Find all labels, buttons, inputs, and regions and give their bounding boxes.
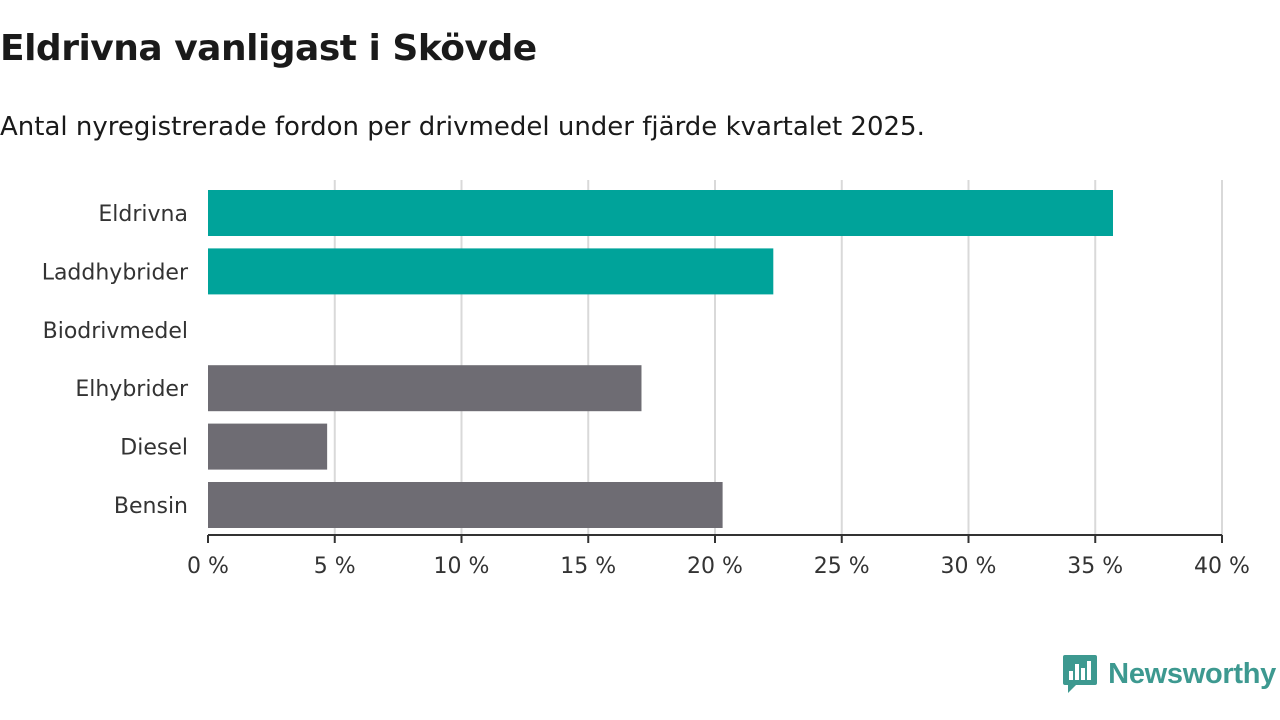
grid-lines <box>333 180 1223 535</box>
logo-text: Newsworthy <box>1108 657 1276 690</box>
category-label-biodrivmedel: Biodrivmedel <box>43 319 188 344</box>
x-axis: 0 % 5 % 10 % 15 % 20 % 25 % 30 % 35 % 40 % <box>187 534 1250 579</box>
newsworthy-logo: Newsworthy <box>1062 652 1276 696</box>
bars-group <box>208 190 1113 528</box>
bar-laddhybrider <box>208 248 774 295</box>
bar-eldrivna <box>208 190 1113 236</box>
x-tick-label: 30 % <box>941 554 997 579</box>
category-label-eldrivna: Eldrivna <box>98 202 188 227</box>
category-label-diesel: Diesel <box>120 436 188 461</box>
x-tick-label: 15 % <box>560 554 616 579</box>
category-label-bensin: Bensin <box>114 494 188 519</box>
x-tick-label: 5 % <box>314 554 356 579</box>
x-tick-label: 35 % <box>1067 554 1123 579</box>
x-tick-label: 10 % <box>434 554 490 579</box>
newsworthy-logo-icon <box>1063 655 1098 693</box>
x-tick-label: 20 % <box>687 554 743 579</box>
x-tick-label: 40 % <box>1194 554 1250 579</box>
bar-elhybrider <box>208 365 642 412</box>
chart-subtitle: Antal nyregistrerade fordon per drivmede… <box>0 112 925 142</box>
bar-diesel <box>208 423 328 470</box>
bar-bensin <box>208 482 723 528</box>
x-tick-label: 25 % <box>814 554 870 579</box>
category-labels: Eldrivna Laddhybrider Biodrivmedel Elhybrid… <box>42 202 189 519</box>
category-label-elhybrider: Elhybrider <box>75 377 189 402</box>
chart-title: Eldrivna vanligast i Skövde <box>0 28 537 69</box>
category-label-laddhybrider: Laddhybrider <box>42 260 189 285</box>
x-tick-label: 0 % <box>187 554 229 579</box>
